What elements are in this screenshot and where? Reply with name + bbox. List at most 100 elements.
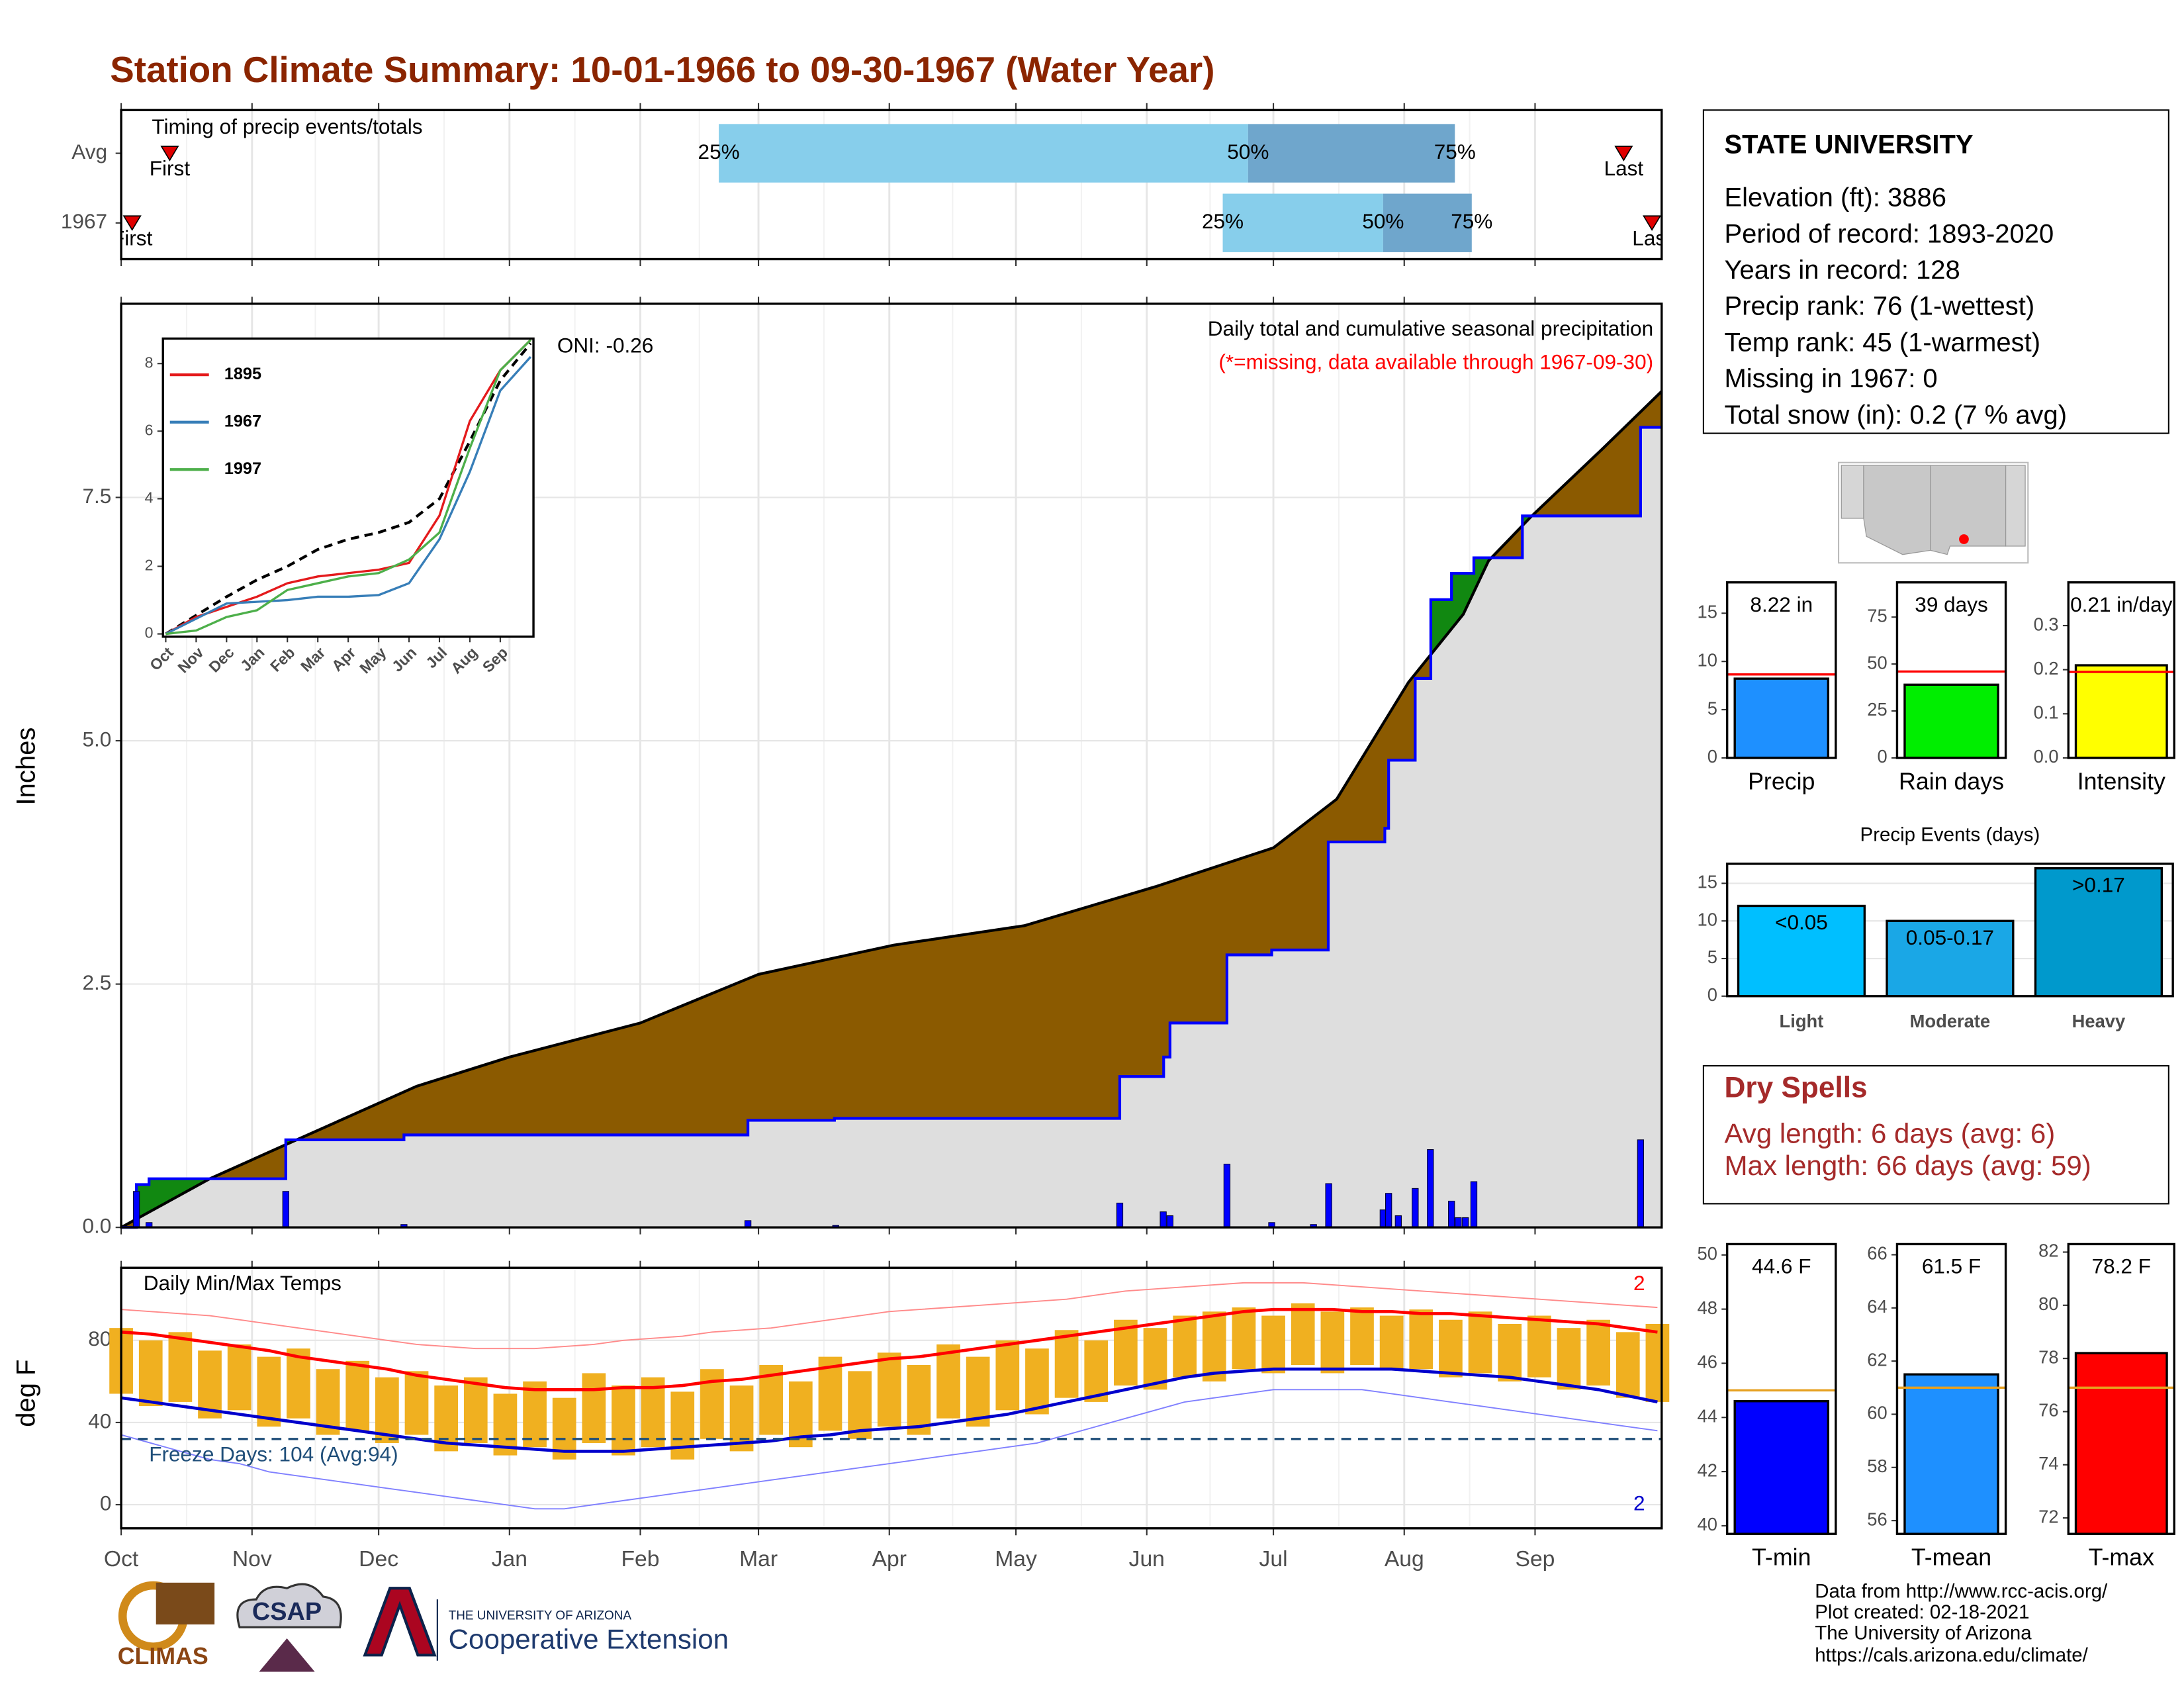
station-line: Total snow (in): 0.2 (7 % avg) xyxy=(1724,400,2067,430)
climas-text: CLIMAS xyxy=(118,1643,208,1669)
daily-bar xyxy=(1223,1164,1231,1228)
temp-bar xyxy=(434,1385,459,1452)
daily-bar xyxy=(282,1191,289,1228)
temp-bar xyxy=(1232,1307,1256,1370)
y-tick-label: 82 xyxy=(2038,1241,2058,1261)
y-tick-label: 7.5 xyxy=(83,484,112,508)
event-label: Last xyxy=(1632,226,1672,250)
y-axis-label: deg F xyxy=(12,1360,41,1427)
quartile-bar xyxy=(719,124,1248,183)
x-tick-label: Mar xyxy=(739,1547,778,1571)
daily-bar xyxy=(1160,1211,1167,1228)
y-tick-label: 80 xyxy=(88,1327,111,1350)
y-tick-label: 66 xyxy=(1867,1243,1887,1264)
temp-bar xyxy=(1025,1348,1049,1415)
plot-frame xyxy=(1895,581,2007,759)
x-tick-label: Jul xyxy=(1259,1547,1288,1571)
temp-bar xyxy=(877,1352,901,1427)
temp-bar xyxy=(1379,1315,1404,1370)
quartile-label: 50% xyxy=(1227,140,1269,164)
plot-frame xyxy=(120,1266,1663,1530)
x-tick-label: Jun xyxy=(1129,1547,1165,1571)
x-tick-label: Dec xyxy=(359,1547,398,1571)
daily-bar xyxy=(1470,1181,1478,1228)
temp-bar xyxy=(1586,1319,1610,1386)
event-marker xyxy=(160,146,179,162)
y-tick-label: 60 xyxy=(1867,1403,1887,1423)
panel-title: Timing of precip events/totals xyxy=(152,115,422,138)
bar xyxy=(1733,1400,1830,1535)
plot-frame xyxy=(161,337,535,638)
temp-bar xyxy=(966,1356,990,1427)
y-tick-label: 2.5 xyxy=(83,970,112,994)
temp-bar xyxy=(995,1340,1020,1411)
bar xyxy=(1886,919,2015,998)
y-tick-label: 48 xyxy=(1698,1297,1717,1318)
y-tick-label: 25 xyxy=(1867,699,1887,720)
average-line xyxy=(120,390,1663,1229)
x-tick-label: Aug xyxy=(1385,1547,1424,1571)
station-name: STATE UNIVERSITY xyxy=(1724,130,1973,160)
temp-bar xyxy=(168,1332,193,1402)
map-state xyxy=(2005,465,2026,547)
y-tick-label: 15 xyxy=(1698,872,1717,892)
dry-spells-line: Avg length: 6 days (avg: 6) xyxy=(1724,1117,2055,1149)
x-tick-label: Sep xyxy=(1516,1547,1555,1571)
x-tick-label: Oct xyxy=(104,1547,139,1571)
series-line xyxy=(165,355,532,635)
x-tick-label: Nov xyxy=(232,1547,272,1571)
temp-bar xyxy=(227,1344,251,1411)
temp-bar xyxy=(257,1356,281,1427)
daily-bar xyxy=(1455,1217,1462,1228)
temp-bar xyxy=(1350,1307,1374,1366)
daily-bar xyxy=(1637,1139,1645,1228)
footer-line: The University of Arizona xyxy=(1815,1622,2032,1644)
daily-bar xyxy=(1427,1149,1434,1228)
area-season xyxy=(121,427,1662,1228)
quartile-label: 25% xyxy=(698,140,740,164)
category-label: Rain days xyxy=(1899,768,2004,794)
temp-bar xyxy=(1645,1323,1670,1402)
y-tick-label: 50 xyxy=(1698,1243,1717,1264)
temp-bar xyxy=(612,1385,635,1456)
value-label: <0.05 xyxy=(1775,910,1828,934)
y-axis-label: Inches xyxy=(12,727,41,806)
y-tick-label: 6 xyxy=(145,421,154,438)
normal-line xyxy=(120,1307,1658,1391)
y-tick-label: 5 xyxy=(1707,698,1717,718)
y-tick-label: 0 xyxy=(1878,746,1888,767)
series-line xyxy=(165,339,532,635)
temp-bar xyxy=(198,1350,222,1419)
event-marker xyxy=(122,215,142,231)
record-line xyxy=(120,1389,1658,1510)
quartile-label: 25% xyxy=(1202,209,1244,233)
temp-bar xyxy=(1557,1328,1581,1390)
temp-bar xyxy=(1084,1340,1109,1402)
bar xyxy=(1733,677,1830,759)
daily-bar xyxy=(1166,1215,1173,1228)
value-label: >0.17 xyxy=(2072,872,2125,896)
map-state xyxy=(1841,465,1864,519)
y-tick-label: 10 xyxy=(1698,649,1717,670)
temp-bar xyxy=(1291,1303,1315,1366)
category-label: Precip xyxy=(1748,768,1815,794)
station-line: Temp rank: 45 (1-warmest) xyxy=(1724,328,2040,357)
x-tick-label: Feb xyxy=(621,1547,659,1571)
y-tick-label: 42 xyxy=(1698,1460,1717,1480)
category-label: T-mean xyxy=(1911,1544,1991,1571)
timing-rows: 25% 50% 75% First Last 25% 50% 75% First Last xyxy=(121,124,1672,252)
y-tick-label: 46 xyxy=(1698,1352,1717,1372)
x-tick-label: Jan xyxy=(492,1547,527,1571)
plot-frame xyxy=(1726,863,2174,998)
dry-spells-title: Dry Spells xyxy=(1724,1072,1867,1104)
oni-label: ONI: -0.26 xyxy=(557,333,654,357)
daily-bar xyxy=(1385,1193,1392,1228)
footer-line: https://cals.arizona.edu/climate/ xyxy=(1815,1644,2088,1666)
y-tick-label: 4 xyxy=(145,489,154,506)
season-line xyxy=(121,426,1662,1229)
y-tick-label: 74 xyxy=(2038,1453,2058,1474)
temp-bar xyxy=(404,1371,429,1435)
daily-bar xyxy=(132,1191,140,1228)
temp-bar xyxy=(1409,1309,1433,1370)
ua-logo xyxy=(363,1587,437,1657)
